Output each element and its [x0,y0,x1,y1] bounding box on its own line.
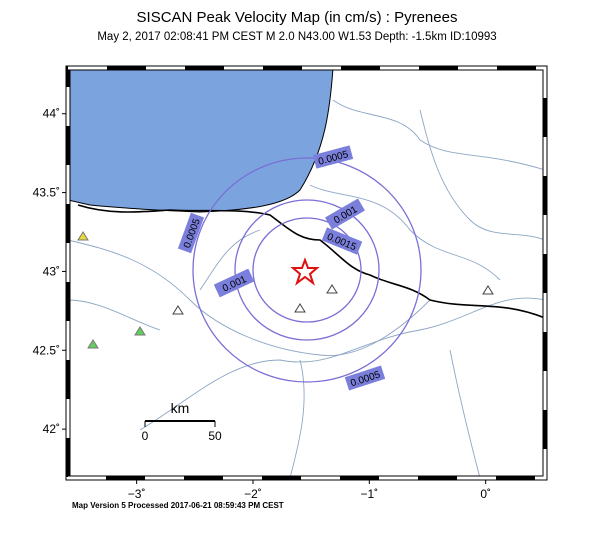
contour-label-box [213,268,255,298]
lon-label: −3˚ [128,487,146,501]
contour-label-box [177,212,205,254]
footer: Map Version 5 Processed 2017-06-21 08:59… [72,501,284,510]
rivers [67,99,546,479]
lat-label: 43.5˚ [33,186,60,200]
contour-label-box [344,365,386,391]
scale-tick: 50 [208,429,222,443]
scale-unit: km [171,400,190,416]
lat-label: 42.5˚ [33,343,60,357]
epicenter [290,257,320,286]
border [77,204,546,319]
contour-label-box [325,198,365,230]
frame-ticks [66,66,547,480]
lon-label: 0˚ [480,487,491,501]
lat-label: 44˚ [43,107,60,121]
lat-label: 42˚ [43,422,60,436]
contour-label-box [321,227,363,255]
title: SISCAN Peak Velocity Map (in cm/s) : Pyr… [137,9,458,26]
lat-label: 43˚ [43,264,60,278]
lon-label: −1˚ [360,487,378,501]
stations [77,231,494,349]
ocean [67,67,334,213]
scale-bar: km 0 50 [142,400,222,443]
subtitle: May 2, 2017 02:08:41 PM CEST M 2.0 N43.0… [97,31,496,43]
contours [192,157,422,383]
lon-label: −2˚ [244,487,262,501]
scale-tick: 0 [142,429,149,443]
contour-label-box [312,145,354,169]
